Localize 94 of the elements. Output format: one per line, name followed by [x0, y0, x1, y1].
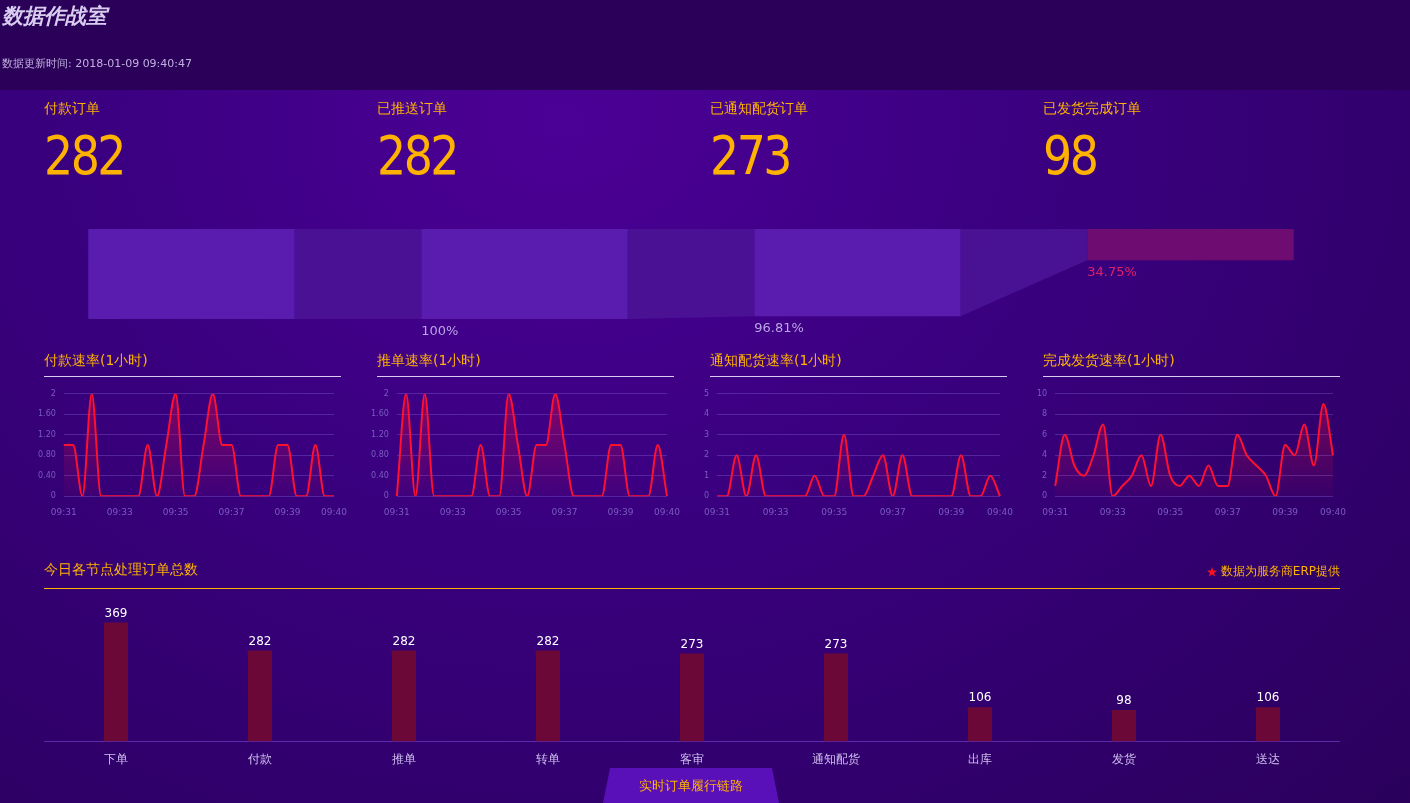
- chart-title: 推单速率(1小时): [377, 352, 482, 370]
- data-label: 98: [1116, 693, 1132, 708]
- text: 实时订单履行链路: [639, 776, 743, 795]
- data-label: 369: [104, 605, 128, 620]
- x-tick-label: 09:39: [607, 506, 634, 517]
- chart-title: 通知配货速率(1小时): [710, 352, 843, 370]
- x-tick-label: 09:39: [938, 506, 965, 517]
- x-tick-label: 09:31: [704, 506, 731, 517]
- bar: [104, 622, 128, 742]
- x-tick-label: 09:40: [987, 506, 1014, 517]
- bar: [824, 653, 848, 742]
- x-tick-label: 转单: [536, 751, 560, 766]
- y-tick-label: 1.20: [38, 429, 56, 439]
- y-tick-label: 8: [1042, 409, 1048, 419]
- chart-title: 付款速率(1小时): [44, 352, 149, 370]
- x-tick-label: 09:40: [1320, 506, 1347, 517]
- data-label: 273: [824, 636, 848, 651]
- text: 数据为服务商ERP提供: [1220, 563, 1340, 580]
- y-tick-label: 0.80: [371, 450, 389, 460]
- y-tick-label: 4: [1042, 450, 1048, 460]
- data-label: 106: [1256, 690, 1280, 705]
- data-label: 273: [680, 636, 704, 651]
- bar: [968, 707, 992, 742]
- x-tick-label: 09:37: [879, 506, 906, 517]
- x-tick-label: 09:40: [321, 506, 348, 517]
- data-label: 282: [377, 124, 457, 187]
- x-tick-label: 09:39: [274, 506, 301, 517]
- x-tick-label: 09:37: [218, 506, 245, 517]
- y-tick-label: 0: [1042, 491, 1048, 501]
- bar: [1112, 709, 1136, 742]
- x-tick-label: 09:33: [762, 506, 789, 517]
- x-tick-label: 09:33: [1099, 506, 1126, 517]
- x-tick-label: 出库: [968, 751, 992, 766]
- x-tick-label: 09:35: [162, 506, 189, 517]
- y-tick-label: 4: [704, 409, 710, 419]
- x-tick-label: 下单: [104, 751, 128, 766]
- x-tick-label: 09:40: [654, 506, 681, 517]
- y-tick-label: 2: [704, 450, 710, 460]
- data-label: 282: [536, 633, 560, 648]
- y-tick-label: 0.40: [371, 470, 389, 480]
- y-tick-label: 1: [704, 470, 710, 480]
- y-tick-label: 5: [704, 388, 710, 398]
- bar: [536, 650, 560, 742]
- x-tick-label: 推单: [392, 751, 416, 766]
- x-tick-label: 09:31: [383, 506, 410, 517]
- bar: [248, 650, 272, 742]
- chart-title: 完成发货速率(1小时): [1043, 352, 1176, 370]
- x-tick-label: 09:35: [821, 506, 848, 517]
- x-tick-label: 09:37: [551, 506, 578, 517]
- category-label: 已发货完成订单: [1043, 100, 1141, 118]
- y-tick-label: 0.80: [38, 450, 56, 460]
- y-tick-label: 1.20: [371, 429, 389, 439]
- bar: [680, 653, 704, 742]
- x-tick-label: 09:31: [50, 506, 77, 517]
- x-tick-label: 09:33: [106, 506, 133, 517]
- y-tick-label: 2: [1042, 470, 1048, 480]
- category-label: 付款订单: [44, 100, 101, 118]
- category-label: 已通知配货订单: [710, 100, 808, 118]
- chart-title: 今日各节点处理订单总数: [44, 561, 198, 579]
- y-tick-label: 0: [50, 491, 56, 501]
- x-tick-label: 发货: [1112, 751, 1136, 766]
- data-label: 106: [968, 690, 992, 705]
- bar: [392, 650, 416, 742]
- y-tick-label: 0.40: [38, 470, 56, 480]
- y-tick-label: 0: [704, 491, 710, 501]
- data-label: 282: [44, 124, 124, 187]
- y-tick-label: 1.60: [38, 409, 56, 419]
- y-tick-label: 2: [50, 388, 56, 398]
- data-label: 98: [1043, 124, 1098, 187]
- x-tick-label: 通知配货: [812, 751, 860, 766]
- text: 34.75%: [1087, 264, 1137, 280]
- data-label: 282: [392, 633, 416, 648]
- y-tick-label: 3: [704, 429, 710, 439]
- x-tick-label: 客审: [680, 751, 704, 766]
- x-tick-label: 09:35: [1157, 506, 1184, 517]
- y-tick-label: 2: [383, 388, 389, 398]
- bar: [1256, 707, 1280, 742]
- x-tick-label: 09:35: [495, 506, 522, 517]
- x-tick-label: 09:37: [1214, 506, 1241, 517]
- y-tick-label: 10: [1036, 388, 1048, 398]
- y-tick-label: 0: [383, 491, 389, 501]
- text: 96.81%: [754, 320, 804, 335]
- x-tick-label: 09:39: [1272, 506, 1299, 517]
- x-tick-label: 付款: [247, 751, 272, 766]
- text: 数据更新时间: 2018-01-09 09:40:47: [2, 56, 193, 71]
- text: 100%: [421, 322, 459, 338]
- x-tick-label: 送达: [1256, 751, 1280, 766]
- data-label: 273: [710, 124, 791, 187]
- x-tick-label: 09:33: [439, 506, 466, 517]
- data-label: 282: [248, 633, 272, 648]
- x-tick-label: 09:31: [1042, 506, 1069, 517]
- category-label: 已推送订单: [377, 100, 448, 118]
- y-tick-label: 1.60: [371, 409, 389, 419]
- y-tick-label: 6: [1042, 429, 1048, 439]
